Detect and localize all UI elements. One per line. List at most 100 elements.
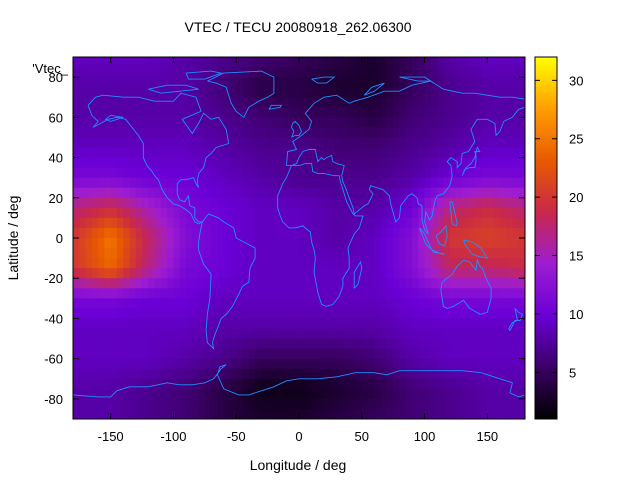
heatmap-cell bbox=[418, 77, 426, 88]
heatmap-cell bbox=[368, 298, 375, 309]
heatmap-cell bbox=[449, 238, 457, 249]
heatmap-cell bbox=[292, 268, 300, 279]
heatmap-cell bbox=[98, 217, 105, 229]
heatmap-cell bbox=[430, 157, 438, 169]
heatmap-cell bbox=[248, 378, 256, 390]
heatmap-cell bbox=[255, 238, 262, 249]
heatmap-cell bbox=[455, 67, 463, 78]
coastline bbox=[311, 76, 336, 84]
heatmap-cell bbox=[462, 67, 470, 78]
heatmap-cell bbox=[148, 238, 156, 249]
heatmap-cell bbox=[499, 248, 507, 259]
heatmap-cell bbox=[261, 238, 269, 249]
heatmap-cell bbox=[412, 298, 419, 309]
heatmap-cell bbox=[386, 67, 394, 78]
heatmap-cell bbox=[449, 187, 457, 199]
heatmap-cell bbox=[242, 258, 250, 269]
heatmap-cell bbox=[217, 388, 225, 400]
heatmap-cell bbox=[299, 258, 306, 269]
heatmap-cell bbox=[223, 368, 231, 380]
heatmap-cell bbox=[142, 258, 149, 269]
heatmap-cell bbox=[462, 238, 470, 249]
heatmap-cell bbox=[506, 238, 514, 249]
heatmap-cell bbox=[242, 217, 250, 229]
heatmap-cell bbox=[443, 388, 451, 400]
heatmap-cell bbox=[255, 358, 262, 370]
heatmap-cell bbox=[192, 207, 200, 219]
heatmap-cell bbox=[223, 97, 231, 108]
heatmap-cell bbox=[430, 147, 438, 159]
heatmap-cell bbox=[148, 177, 156, 189]
heatmap-cell bbox=[455, 147, 463, 159]
heatmap-cell bbox=[330, 348, 338, 360]
heatmap-cell bbox=[405, 328, 413, 340]
heatmap-cell bbox=[154, 197, 162, 209]
heatmap-cell bbox=[449, 117, 457, 128]
heatmap-cell bbox=[305, 288, 313, 299]
heatmap-cell bbox=[79, 77, 87, 88]
heatmap-cell bbox=[104, 127, 112, 139]
heatmap-cell bbox=[273, 248, 281, 259]
heatmap-cell bbox=[186, 227, 193, 239]
heatmap-cell bbox=[242, 147, 250, 159]
heatmap-cell bbox=[324, 318, 331, 330]
heatmap-cell bbox=[468, 258, 476, 269]
heatmap-cell bbox=[330, 57, 338, 68]
y-tick-label: -40 bbox=[44, 311, 63, 326]
heatmap-cell bbox=[179, 318, 187, 330]
heatmap-cell bbox=[248, 338, 256, 350]
heatmap-cell bbox=[380, 97, 388, 108]
heatmap-cell bbox=[355, 278, 363, 289]
heatmap-cell bbox=[255, 207, 262, 219]
heatmap-cell bbox=[229, 117, 237, 128]
heatmap-cell bbox=[292, 258, 300, 269]
heatmap-cell bbox=[311, 197, 319, 209]
heatmap-cell bbox=[393, 338, 401, 350]
heatmap-cell bbox=[236, 248, 244, 259]
heatmap-cell bbox=[123, 147, 131, 159]
heatmap-cell bbox=[518, 207, 525, 219]
heatmap-cell bbox=[211, 258, 218, 269]
heatmap-cell bbox=[330, 238, 338, 249]
heatmap-cell bbox=[506, 368, 514, 380]
heatmap-cell bbox=[424, 308, 432, 320]
heatmap-cell bbox=[468, 67, 476, 78]
heatmap-cell bbox=[173, 288, 181, 299]
heatmap-cell bbox=[116, 348, 124, 360]
heatmap-cell bbox=[355, 328, 363, 340]
heatmap-cell bbox=[292, 378, 300, 390]
heatmap-cell bbox=[330, 217, 338, 229]
heatmap-cell bbox=[167, 378, 175, 390]
heatmap-cell bbox=[368, 127, 375, 139]
heatmap-cell bbox=[192, 368, 200, 380]
heatmap-cell bbox=[368, 67, 375, 78]
heatmap-cell bbox=[374, 318, 382, 330]
heatmap-cell bbox=[186, 298, 193, 309]
heatmap-cell bbox=[412, 97, 419, 108]
heatmap-cell bbox=[267, 137, 275, 149]
heatmap-cell bbox=[173, 67, 181, 78]
heatmap-cell bbox=[110, 147, 118, 159]
coastline bbox=[87, 92, 230, 225]
heatmap-cell bbox=[330, 268, 338, 279]
heatmap-cell bbox=[267, 127, 275, 139]
heatmap-cell bbox=[104, 358, 112, 370]
heatmap-cell bbox=[273, 67, 281, 78]
heatmap-cell bbox=[85, 398, 93, 410]
heatmap-cell bbox=[342, 87, 350, 98]
heatmap-cell bbox=[330, 147, 338, 159]
heatmap-cell bbox=[443, 288, 451, 299]
heatmap-cell bbox=[98, 147, 105, 159]
heatmap-cell bbox=[449, 107, 457, 118]
heatmap-cell bbox=[361, 77, 369, 88]
heatmap-cell bbox=[330, 248, 338, 259]
heatmap-cell bbox=[186, 308, 193, 320]
heatmap-cell bbox=[437, 338, 444, 350]
heatmap-cell bbox=[248, 97, 256, 108]
heatmap-cell bbox=[167, 57, 175, 68]
heatmap-cell bbox=[198, 288, 206, 299]
heatmap-cell bbox=[186, 107, 193, 118]
heatmap-cell bbox=[455, 318, 463, 330]
heatmap-cell bbox=[493, 258, 501, 269]
heatmap-cell bbox=[198, 238, 206, 249]
